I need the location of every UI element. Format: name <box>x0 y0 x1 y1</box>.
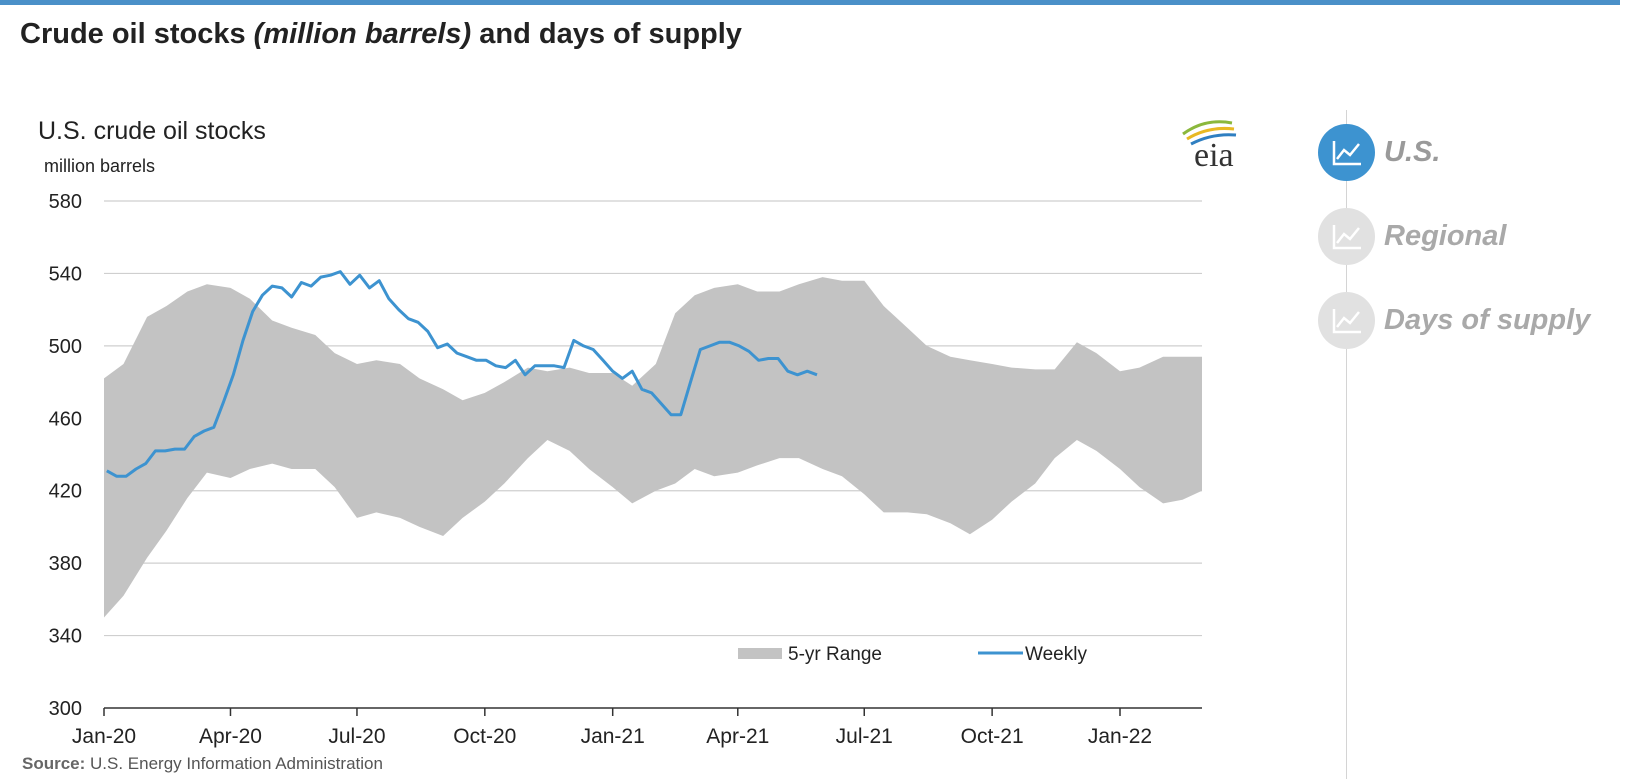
y-axis-unit-label: million barrels <box>44 156 155 176</box>
line-chart-icon <box>1318 124 1375 181</box>
x-tick-label: Apr-21 <box>706 725 769 748</box>
chart-labels: 300 340 380 420 460 500 540 580 Jan-20 Apr-20 Jul-… <box>49 191 1152 748</box>
x-tick-label: Jan-21 <box>581 725 645 748</box>
nav-item-us-label: U.S. <box>1384 136 1441 168</box>
line-chart-icon <box>1318 208 1375 265</box>
eia-logo-arc-green <box>1182 120 1233 136</box>
eia-logo: eia <box>1182 120 1237 174</box>
source-label: Source: <box>22 754 86 773</box>
x-tick-label: Jul-21 <box>836 725 893 748</box>
y-tick-label: 460 <box>49 408 82 430</box>
eia-logo-arc-yellow <box>1186 127 1235 141</box>
x-tick-label: Jan-20 <box>72 725 136 748</box>
legend-label-weekly: Weekly <box>1025 644 1087 665</box>
page-title-units: (million barrels) <box>253 18 472 50</box>
nav-item-us[interactable]: U.S. <box>1318 124 1440 181</box>
page-title-main: Crude oil stocks <box>20 18 254 50</box>
nav-item-days-of-supply[interactable]: Days of supply <box>1318 292 1590 349</box>
line-chart-icon <box>1318 292 1375 349</box>
eia-logo-arc-blue <box>1190 133 1237 146</box>
x-tick-label: Jul-20 <box>328 725 385 748</box>
chart-axes <box>103 707 1202 716</box>
nav-item-regional[interactable]: Regional <box>1318 208 1506 265</box>
nav-item-regional-label: Regional <box>1384 220 1507 252</box>
crude-oil-stocks-chart: 300 340 380 420 460 500 540 580 Jan-20 Apr-20 Jul-… <box>38 117 1237 748</box>
legend-label-range: 5-yr Range <box>788 644 882 665</box>
range-band-layer <box>104 277 1202 618</box>
x-tick-label: Oct-20 <box>453 725 516 748</box>
page-title: Crude oil stocks (million barrels) and d… <box>20 18 742 51</box>
series-5yr-range-band <box>104 277 1202 618</box>
y-tick-label: 300 <box>49 698 82 720</box>
y-tick-label: 580 <box>49 191 82 213</box>
y-tick-label: 500 <box>49 336 82 358</box>
y-tick-label: 540 <box>49 263 82 285</box>
source-text: U.S. Energy Information Administration <box>85 754 383 773</box>
nav-item-days-of-supply-label: Days of supply <box>1384 304 1591 336</box>
source-note: Source: U.S. Energy Information Administ… <box>22 754 383 774</box>
chart-legend: 5-yr Range Weekly <box>738 644 1087 665</box>
y-tick-label: 380 <box>49 553 82 575</box>
y-tick-label: 420 <box>49 481 82 503</box>
y-tick-label: 340 <box>49 626 82 648</box>
top-accent-rule <box>0 0 1620 5</box>
series-weekly-line <box>106 270 818 478</box>
nav-divider <box>1346 110 1347 779</box>
weekly-line-layer <box>106 270 818 478</box>
page-title-tail: and days of supply <box>471 18 742 50</box>
x-tick-label: Apr-20 <box>199 725 262 748</box>
legend-swatch-range <box>738 648 782 659</box>
chart-title: U.S. crude oil stocks <box>38 117 266 145</box>
eia-logo-wordmark: eia <box>1194 137 1234 174</box>
x-tick-label: Oct-21 <box>961 725 1024 748</box>
x-tick-label: Jan-22 <box>1088 725 1152 748</box>
